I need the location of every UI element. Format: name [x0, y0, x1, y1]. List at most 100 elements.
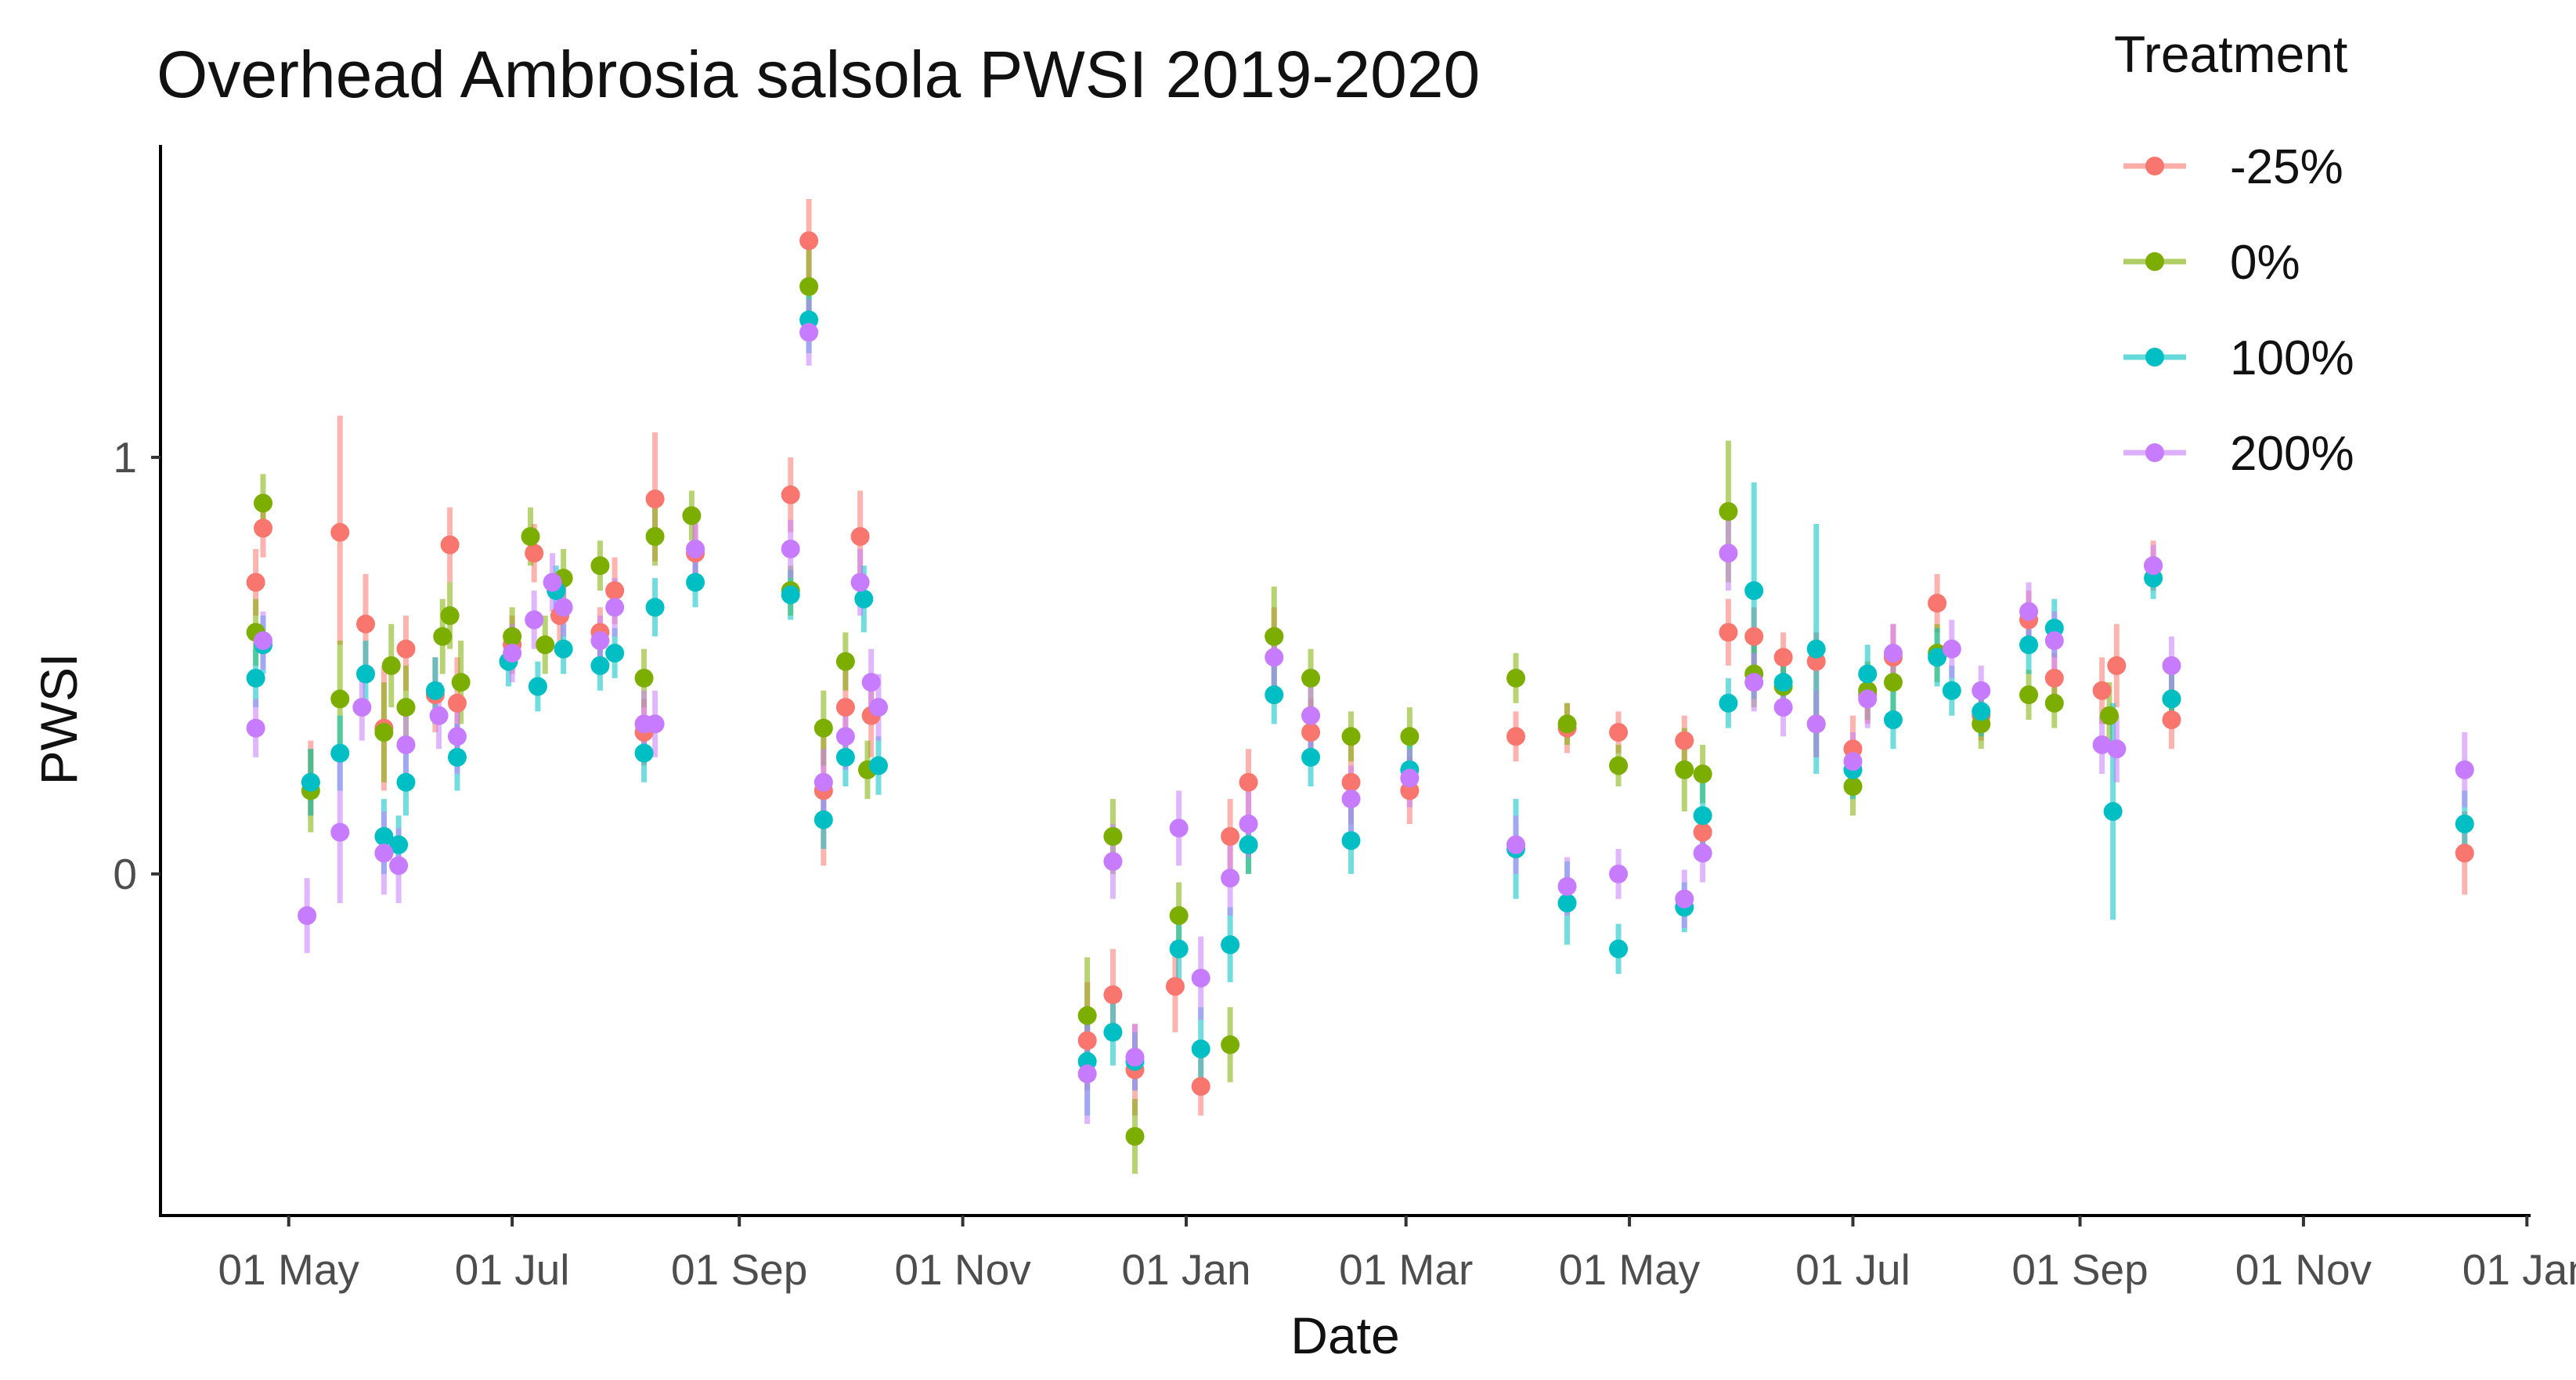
series-100pct-point — [686, 573, 705, 592]
series-0pct-point — [330, 689, 350, 709]
series-0pct-point — [1341, 727, 1361, 746]
legend-items: -25% 0% 100% 200% — [2123, 140, 2354, 481]
series-100pct-point — [2103, 802, 2123, 822]
x-tick-label: 01 Jan — [2462, 1245, 2576, 1294]
series-100pct-point — [1169, 939, 1189, 959]
series-200pct-point — [298, 906, 317, 926]
series-0pct-point — [2044, 693, 2064, 713]
series-neg25pct-point — [1239, 772, 1258, 792]
series-200pct-point — [1843, 752, 1863, 771]
series-0pct-point — [440, 606, 460, 626]
x-tick-label: 01 Jul — [1795, 1245, 1910, 1294]
series-neg25pct-point — [2162, 710, 2181, 730]
series-0pct-point — [1077, 1006, 1097, 1025]
series-200pct-point — [2092, 735, 2112, 754]
series-100pct-point — [1773, 673, 1793, 692]
series-0pct-point — [1301, 668, 1321, 688]
series-100pct-point — [1191, 1039, 1210, 1059]
series-100pct-point — [634, 743, 654, 763]
data-points — [246, 231, 2474, 1146]
series-200pct-point — [835, 727, 855, 746]
series-0pct-point — [1843, 777, 1863, 797]
legend-label: 200% — [2230, 427, 2354, 481]
series-100pct-point — [389, 835, 409, 854]
x-tick-label: 01 Sep — [2011, 1245, 2148, 1294]
series-100pct-point — [590, 656, 610, 675]
y-axis-title: PWSI — [30, 653, 88, 786]
series-200pct-point — [2107, 739, 2127, 759]
series-neg25pct-point — [781, 485, 800, 504]
series-neg25pct-point — [1744, 627, 1764, 646]
series-200pct-point — [1506, 835, 1526, 854]
series-100pct-point — [1341, 831, 1361, 851]
plot-area — [246, 199, 2474, 1174]
series-200pct-point — [1221, 869, 1240, 888]
series-200pct-point — [352, 698, 372, 717]
series-neg25pct-point — [1675, 731, 1694, 750]
series-100pct-point — [1972, 702, 1991, 721]
x-tick-label: 01 Nov — [2235, 1245, 2372, 1294]
series-100pct-point — [1103, 1022, 1123, 1042]
x-axis-ticks: 01 May 01 Jul 01 Sep 01 Nov 01 Jan 01 Mar 01 M… — [218, 1216, 2576, 1294]
series-neg25pct-point — [253, 518, 272, 538]
legend: Treatment -25% 0% 100% 200% — [2114, 25, 2354, 481]
series-200pct-point — [2019, 601, 2039, 621]
series-neg25pct-point — [799, 231, 819, 251]
series-100pct-point — [645, 598, 665, 617]
series-0pct-point — [433, 627, 453, 646]
series-0pct-point — [645, 526, 665, 546]
series-neg25pct-point — [330, 522, 350, 542]
series-200pct-point — [253, 630, 272, 650]
series-200pct-point — [1077, 1064, 1097, 1084]
series-100pct-point — [396, 772, 416, 792]
series-200pct-point — [1806, 714, 1826, 734]
series-neg25pct-point — [1103, 985, 1123, 1005]
series-200pct-point — [1883, 643, 1903, 663]
x-tick-label: 01 Nov — [894, 1245, 1031, 1294]
legend-label: -25% — [2230, 140, 2343, 194]
series-100pct-point — [1744, 581, 1764, 601]
series-0pct-point — [1125, 1126, 1145, 1146]
series-200pct-point — [1972, 681, 1991, 700]
series-100pct-point — [605, 643, 625, 663]
series-0pct-point — [1693, 764, 1712, 784]
series-0pct-point — [1506, 668, 1526, 688]
series-200pct-point — [814, 772, 833, 792]
series-200pct-point — [590, 630, 610, 650]
legend-key-point — [2145, 443, 2164, 462]
series-100pct-point — [447, 747, 467, 767]
series-200pct-point — [1103, 851, 1123, 871]
series-100pct-point — [1942, 681, 1961, 700]
series-200pct-point — [525, 610, 544, 630]
y-tick-label: 0 — [113, 850, 137, 898]
series-100pct-point — [2455, 815, 2474, 834]
series-100pct-point — [355, 664, 375, 684]
series-0pct-point — [1609, 756, 1629, 775]
x-tick-label: 01 Sep — [671, 1245, 807, 1294]
series-neg25pct-point — [440, 535, 460, 555]
legend-key-point — [2145, 252, 2164, 271]
series-0pct-point — [451, 673, 471, 692]
y-tick-label: 1 — [113, 433, 137, 482]
series-neg25pct-point — [1301, 722, 1321, 742]
series-100pct-point — [1693, 806, 1712, 825]
series-0pct-point — [1221, 1035, 1240, 1054]
series-200pct-point — [246, 718, 265, 738]
series-100pct-point — [2019, 635, 2039, 655]
series-200pct-point — [503, 643, 522, 663]
series-200pct-point — [799, 323, 819, 342]
series-100pct-point — [1301, 747, 1321, 767]
series-200pct-point — [1858, 689, 1878, 709]
series-0pct-point — [2099, 706, 2119, 725]
series-200pct-point — [1693, 844, 1712, 863]
series-neg25pct-point — [355, 614, 375, 634]
legend-label: 0% — [2230, 236, 2300, 290]
series-200pct-point — [1773, 698, 1793, 717]
series-neg25pct-point — [1719, 623, 1738, 642]
series-neg25pct-point — [1773, 648, 1793, 667]
series-100pct-point — [1239, 835, 1258, 854]
series-200pct-point — [396, 735, 416, 754]
series-100pct-point — [528, 677, 547, 696]
series-200pct-point — [781, 539, 800, 558]
